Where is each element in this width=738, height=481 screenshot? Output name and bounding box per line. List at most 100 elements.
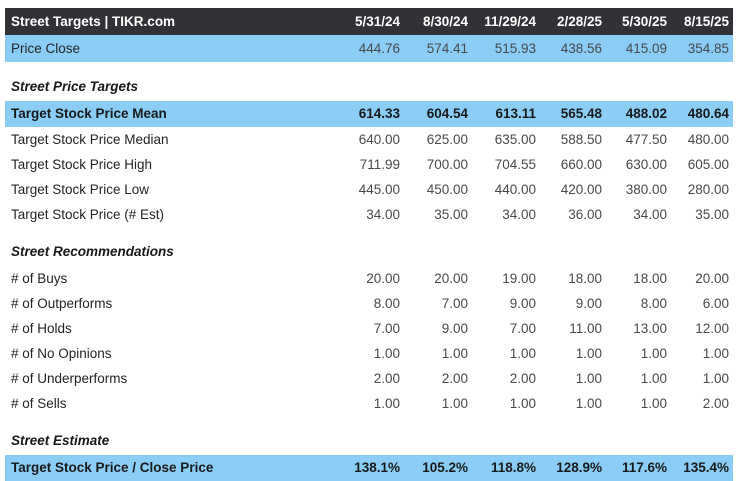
- table-row-buys: # of Buys 20.00 20.00 19.00 18.00 18.00 …: [5, 266, 733, 291]
- cell-value: 1.00: [441, 396, 468, 411]
- cell-value: 420.00: [560, 182, 602, 197]
- cell-value: 135.4%: [683, 460, 729, 475]
- column-header-date: 2/28/25: [556, 14, 602, 29]
- cell-value: 1.00: [373, 346, 400, 361]
- column-header-date: 11/29/24: [484, 14, 536, 29]
- cell-value: 588.50: [560, 132, 602, 147]
- cell-value: 2.00: [441, 371, 468, 386]
- cell-value: 19.00: [502, 271, 536, 286]
- row-label: Target Stock Price / Close Price: [11, 460, 214, 475]
- cell-value: 34.00: [366, 207, 400, 222]
- row-label: # of Holds: [11, 321, 72, 336]
- table-row-target-mean: Target Stock Price Mean 614.33 604.54 61…: [5, 101, 733, 127]
- cell-value: 565.48: [560, 106, 602, 121]
- cell-value: 613.11: [495, 106, 536, 121]
- cell-value: 614.33: [358, 106, 400, 121]
- cell-value: 18.00: [633, 271, 667, 286]
- row-label: Target Stock Price Mean: [11, 106, 167, 121]
- cell-value: 1.00: [575, 396, 602, 411]
- cell-value: 6.00: [702, 296, 729, 311]
- cell-value: 1.00: [441, 346, 468, 361]
- table-row-no-opinions: # of No Opinions 1.00 1.00 1.00 1.00 1.0…: [5, 341, 733, 366]
- cell-value: 280.00: [687, 182, 729, 197]
- cell-value: 438.56: [560, 41, 602, 56]
- cell-value: 117.6%: [621, 460, 667, 475]
- cell-value: 2.00: [373, 371, 400, 386]
- table-row-target-high: Target Stock Price High 711.99 700.00 70…: [5, 152, 733, 177]
- cell-value: 7.00: [373, 321, 400, 336]
- row-label: Target Stock Price High: [11, 157, 153, 172]
- table-row-target-median: Target Stock Price Median 640.00 625.00 …: [5, 127, 733, 152]
- cell-value: 2.00: [702, 396, 729, 411]
- cell-value: 444.76: [358, 41, 400, 56]
- cell-value: 18.00: [568, 271, 602, 286]
- cell-value: 488.02: [625, 106, 667, 121]
- cell-value: 660.00: [560, 157, 602, 172]
- column-header-date: 5/31/24: [354, 14, 400, 29]
- cell-value: 440.00: [494, 182, 536, 197]
- row-label: Target Stock Price Median: [11, 132, 169, 147]
- cell-value: 1.00: [509, 346, 536, 361]
- cell-value: 7.00: [441, 296, 468, 311]
- cell-value: 35.00: [434, 207, 468, 222]
- cell-value: 574.41: [426, 41, 468, 56]
- table-header-row: Street Targets | TIKR.com 5/31/24 8/30/2…: [5, 8, 733, 35]
- cell-value: 1.00: [575, 346, 602, 361]
- cell-value: 118.8%: [490, 460, 536, 475]
- table-row-sells: # of Sells 1.00 1.00 1.00 1.00 1.00 2.00: [5, 391, 733, 416]
- cell-value: 12.00: [695, 321, 729, 336]
- cell-value: 105.2%: [422, 460, 468, 475]
- cell-value: 604.54: [426, 106, 468, 121]
- cell-value: 11.00: [569, 321, 602, 336]
- row-label: Price Close: [11, 41, 81, 56]
- cell-value: 138.1%: [354, 460, 400, 475]
- row-label: # of Outperforms: [11, 296, 113, 311]
- cell-value: 34.00: [502, 207, 536, 222]
- cell-value: 9.00: [575, 296, 602, 311]
- row-label: Target Stock Price Low: [11, 182, 150, 197]
- row-label: # of Sells: [11, 396, 67, 411]
- row-label: # of Underperforms: [11, 371, 128, 386]
- cell-value: 1.00: [702, 346, 729, 361]
- section-title-street-recommendations: Street Recommendations: [11, 244, 174, 259]
- section-title-street-price-targets: Street Price Targets: [11, 79, 139, 94]
- cell-value: 8.00: [373, 296, 400, 311]
- cell-value: 1.00: [702, 371, 729, 386]
- column-header-date: 8/15/25: [683, 14, 729, 29]
- cell-value: 605.00: [687, 157, 729, 172]
- cell-value: 640.00: [358, 132, 400, 147]
- cell-value: 480.00: [687, 132, 729, 147]
- row-label: # of Buys: [11, 271, 68, 286]
- cell-value: 445.00: [358, 182, 400, 197]
- column-header-date: 5/30/25: [621, 14, 667, 29]
- cell-value: 7.00: [509, 321, 536, 336]
- cell-value: 1.00: [575, 371, 602, 386]
- cell-value: 128.9%: [556, 460, 602, 475]
- cell-value: 9.00: [509, 296, 536, 311]
- column-header-date: 8/30/24: [422, 14, 468, 29]
- cell-value: 2.00: [509, 371, 536, 386]
- table-row-target-low: Target Stock Price Low 445.00 450.00 440…: [5, 177, 733, 202]
- row-label: Target Stock Price (# Est): [11, 207, 165, 222]
- cell-value: 635.00: [494, 132, 536, 147]
- cell-value: 20.00: [366, 271, 400, 286]
- cell-value: 36.00: [568, 207, 602, 222]
- row-label: # of No Opinions: [11, 346, 112, 361]
- table-row-holds: # of Holds 7.00 9.00 7.00 11.00 13.00 12…: [5, 316, 733, 341]
- cell-value: 34.00: [633, 207, 667, 222]
- table-row-target-num-est: Target Stock Price (# Est) 34.00 35.00 3…: [5, 202, 733, 227]
- cell-value: 630.00: [625, 157, 667, 172]
- cell-value: 1.00: [640, 346, 667, 361]
- cell-value: 625.00: [426, 132, 468, 147]
- cell-value: 20.00: [434, 271, 468, 286]
- cell-value: 480.64: [687, 106, 729, 121]
- table-row-outperforms: # of Outperforms 8.00 7.00 9.00 9.00 8.0…: [5, 291, 733, 316]
- cell-value: 1.00: [373, 396, 400, 411]
- cell-value: 477.50: [625, 132, 667, 147]
- cell-value: 711.99: [359, 157, 400, 172]
- cell-value: 515.93: [494, 41, 536, 56]
- table-row-underperforms: # of Underperforms 2.00 2.00 2.00 1.00 1…: [5, 366, 733, 391]
- cell-value: 20.00: [695, 271, 729, 286]
- cell-value: 9.00: [441, 321, 468, 336]
